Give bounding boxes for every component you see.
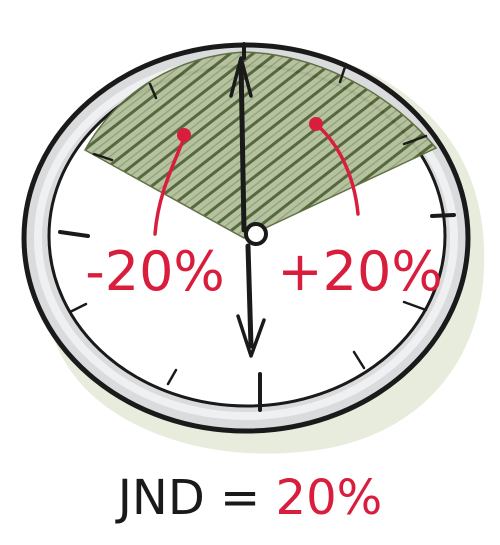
jnd-hatched-region (83, 51, 438, 239)
jnd-caption: JND = 20% (115, 470, 382, 526)
tolerance-markers (153, 124, 360, 236)
hour-hand (238, 59, 247, 233)
minute-hand (245, 243, 254, 349)
hour-ticks (58, 42, 456, 412)
tick-11 (148, 82, 158, 100)
hour-hand-arrow (229, 56, 253, 98)
left-marker-dot (177, 128, 191, 142)
tick-4 (402, 300, 428, 312)
caption-prefix: JND = (115, 470, 276, 526)
right-percent-label: +20% (277, 240, 442, 303)
tick-7 (166, 368, 178, 386)
tick-2 (402, 134, 428, 146)
tick-1 (338, 62, 348, 84)
tick-3 (430, 213, 456, 218)
left-percent-label: -20% (85, 240, 225, 303)
minute-hand-arrow (236, 314, 266, 358)
right-marker-line (316, 124, 360, 216)
tick-5 (352, 350, 366, 370)
tick-8 (68, 302, 88, 314)
right-marker-dot (309, 117, 323, 131)
left-marker-line (153, 136, 186, 236)
hands-pivot (244, 222, 268, 246)
clock-hands (229, 56, 266, 358)
tick-10 (92, 152, 114, 162)
tick-9 (58, 230, 90, 238)
caption-value: 20% (276, 470, 383, 526)
